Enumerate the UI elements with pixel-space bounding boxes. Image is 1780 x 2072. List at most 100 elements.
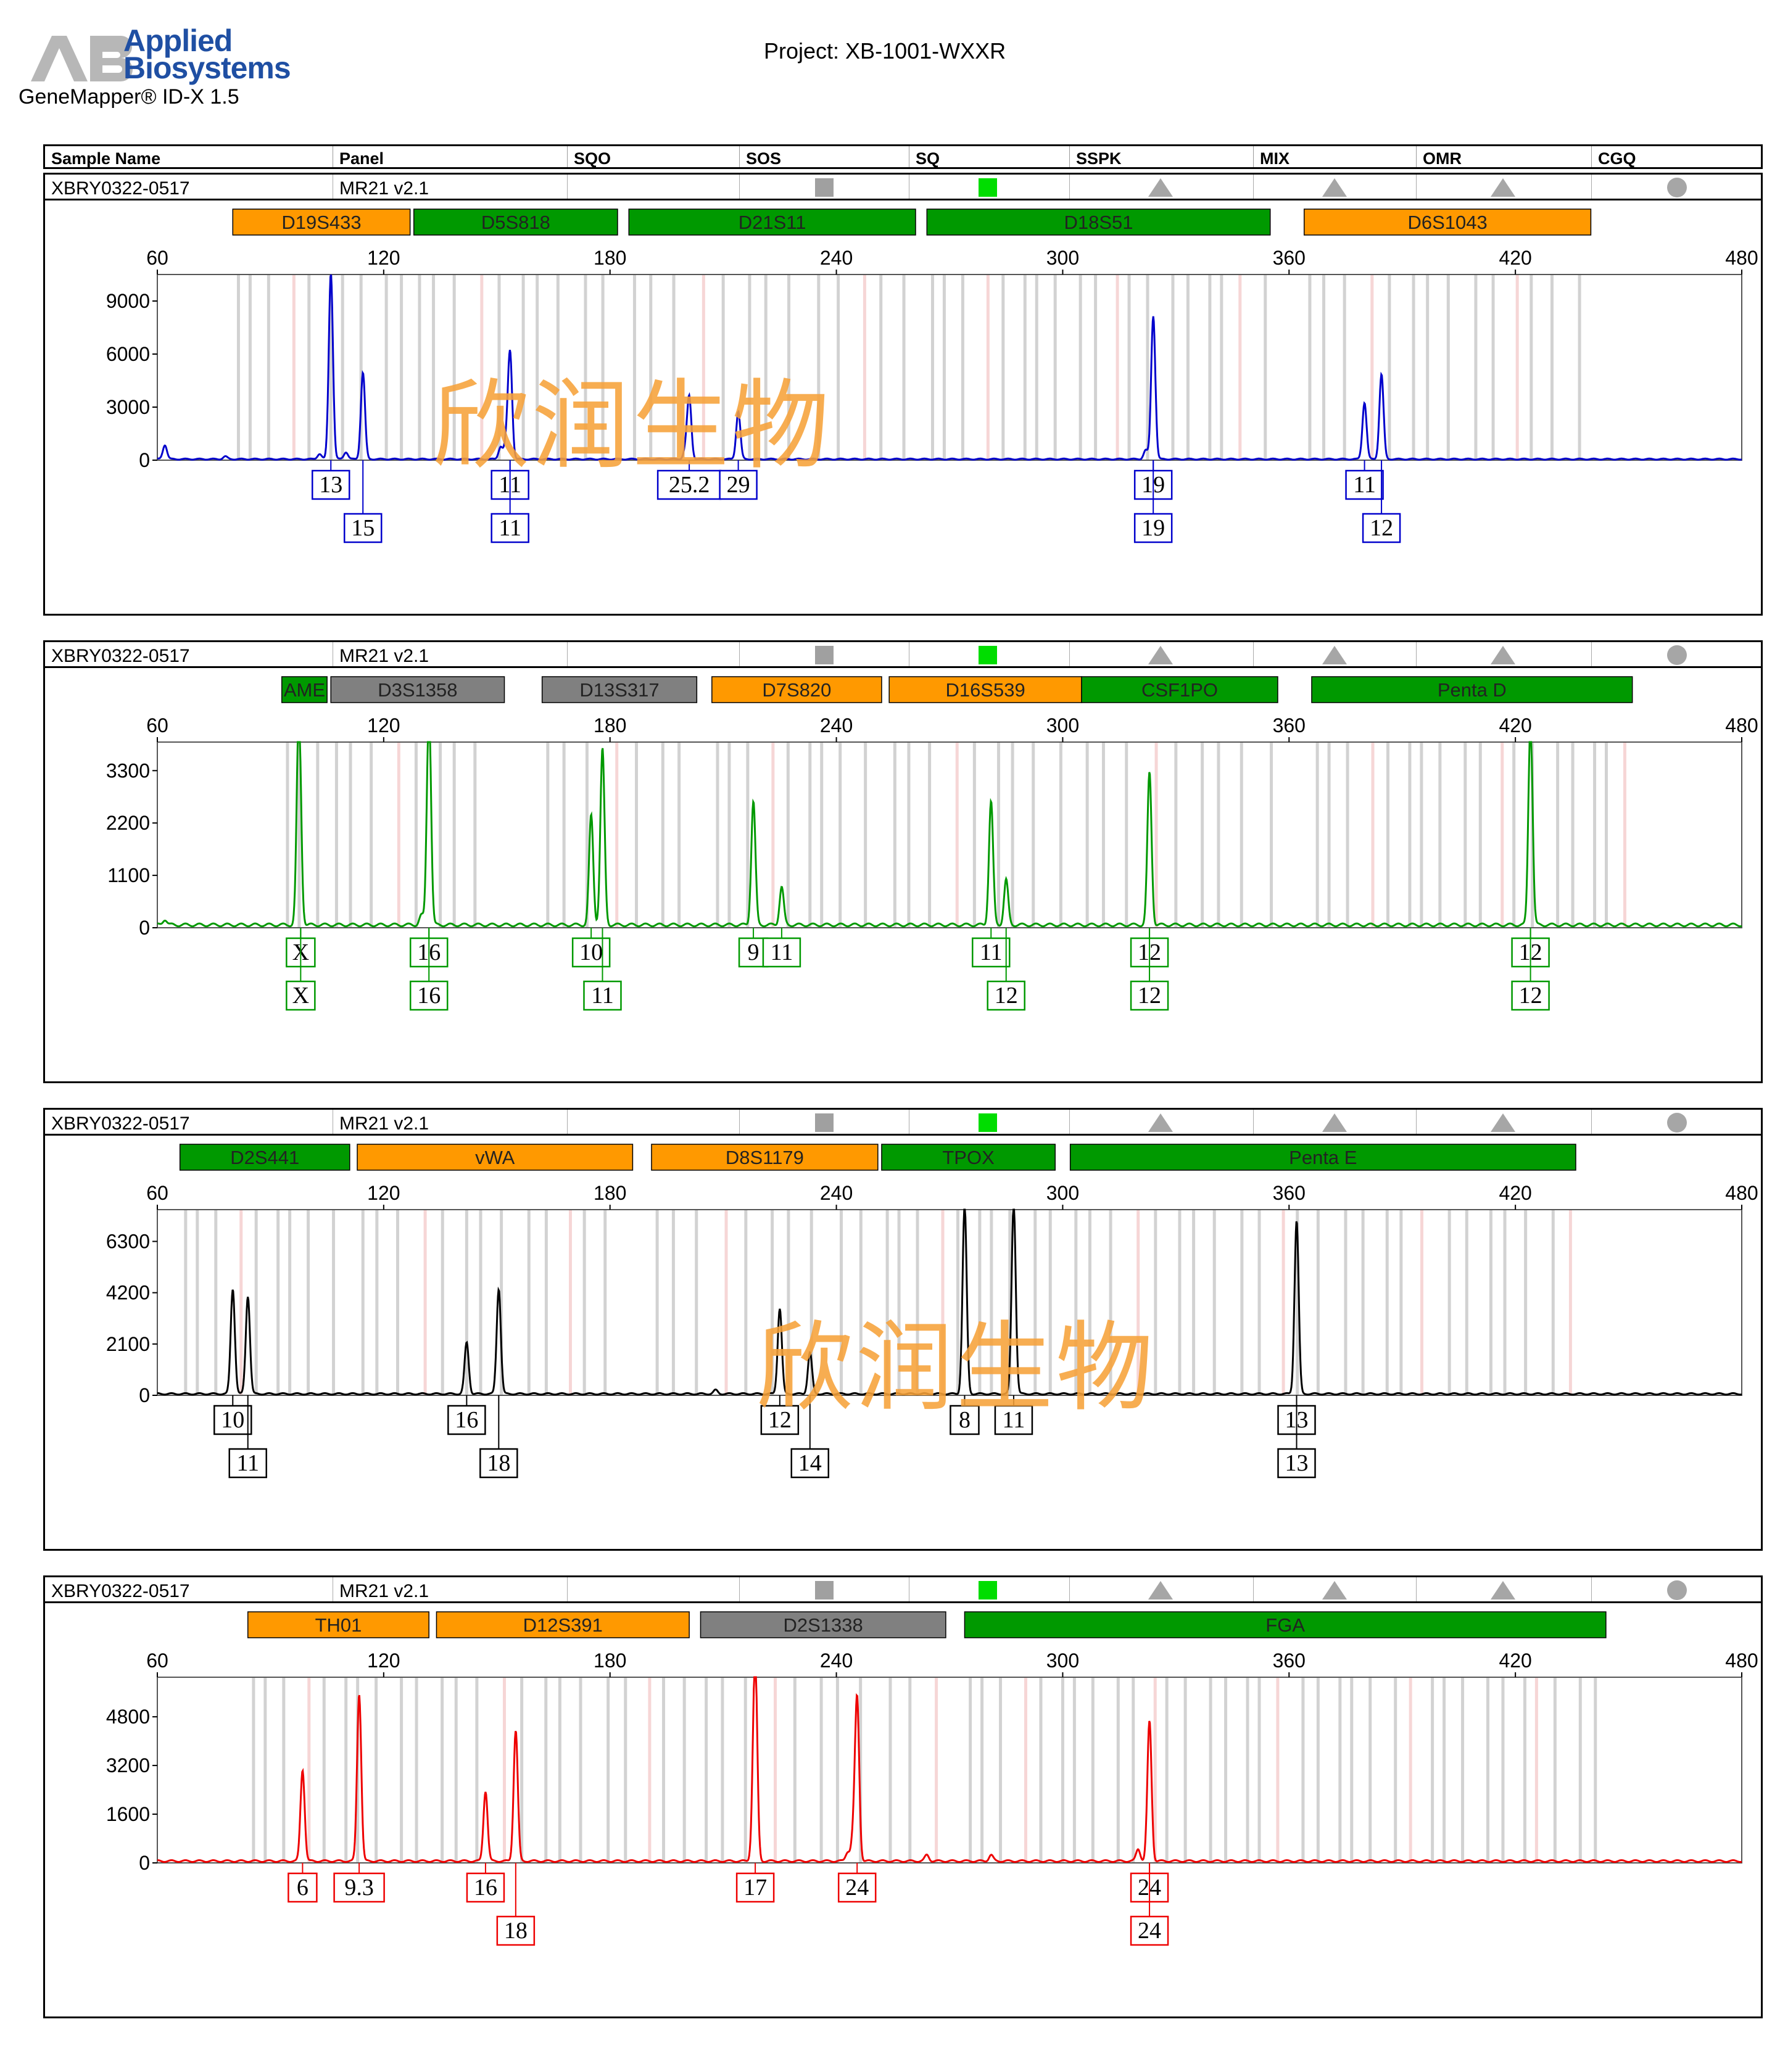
allele-label: 14: [798, 1450, 822, 1476]
omr-indicator: [1491, 178, 1515, 197]
x-tick-label: 480: [1725, 1649, 1758, 1672]
sos-cell: [739, 1110, 909, 1134]
x-tick-label: 240: [820, 1182, 853, 1204]
allele-label: 24: [845, 1875, 869, 1901]
marker-label: D5S818: [481, 212, 550, 233]
cgq-indicator: [1667, 1580, 1687, 1600]
plot-frame: [157, 274, 1742, 461]
allele-box: [409, 980, 449, 1011]
y-tick-label: 0: [139, 449, 150, 471]
marker-label: D13S317: [579, 679, 659, 701]
omr-cell: [1416, 642, 1591, 666]
mix-indicator: [1322, 646, 1347, 664]
allele-label: X: [292, 983, 309, 1009]
x-tick-label: 300: [1046, 714, 1079, 737]
allele-label: 11: [980, 939, 1003, 965]
allele-label: 18: [504, 1918, 528, 1944]
marker-label: D18S51: [1064, 212, 1133, 233]
y-tick-label: 4800: [106, 1706, 150, 1728]
x-tick-label: 180: [594, 247, 626, 269]
x-tick-label: 360: [1273, 714, 1306, 737]
allele-box: [762, 937, 801, 968]
marker-label: D2S1338: [784, 1614, 863, 1636]
marker-bar: [700, 1611, 946, 1638]
marker-label: Penta E: [1289, 1147, 1357, 1168]
marker-label: D3S1358: [378, 679, 457, 701]
allele-label: 13: [1285, 1450, 1309, 1476]
x-tick-label: 60: [146, 1649, 168, 1672]
allele-box: [466, 1872, 505, 1903]
marker-bar: [881, 1144, 1056, 1171]
marker-label: Penta D: [1438, 679, 1507, 701]
x-tick-label: 420: [1499, 1182, 1531, 1204]
y-tick-label: 1600: [106, 1803, 150, 1825]
electropherogram-black: D2S441 vWA D8S1179 TPOX Penta E60 120 180 240 30…: [106, 1113, 1758, 1479]
allele-box: [1511, 980, 1550, 1011]
x-tick-label: 180: [594, 1649, 626, 1672]
marker-bar: [330, 676, 505, 703]
electropherogram-panel-blue: XBRY0322-0517 MR21 v2.1 D19S433 D5S818 D21…: [43, 173, 1763, 616]
cgq-cell: [1591, 175, 1763, 199]
marker-label: TH01: [315, 1614, 362, 1636]
omr-cell: [1416, 1577, 1591, 1601]
marker-bar: [926, 208, 1271, 236]
y-tick-label: 0: [139, 917, 150, 939]
x-tick-label: 480: [1725, 1182, 1758, 1204]
marker-bar: [628, 208, 916, 236]
allele-box: [583, 980, 622, 1011]
allele-box: [1277, 1448, 1316, 1479]
plot-frame: [157, 1209, 1742, 1396]
header-table: Sample Name Panel SQO SOS SQ SSPK MIX OM…: [43, 144, 1763, 169]
marker-bar: [1311, 676, 1633, 703]
marker-label: FGA: [1265, 1614, 1305, 1636]
allele-box: [1362, 513, 1401, 543]
allele-label: 11: [771, 939, 793, 965]
bin-lines: [286, 742, 1626, 928]
marker-bar: [1069, 1144, 1576, 1171]
sq-cell: [909, 175, 1069, 199]
header-panel: Panel: [333, 146, 567, 168]
allele-box: [760, 1405, 800, 1435]
panel-name: MR21 v2.1: [333, 1577, 567, 1601]
signal-trace: [157, 274, 1742, 461]
marker-label: CSF1PO: [1141, 679, 1218, 701]
allele-label: 25.2: [669, 472, 710, 498]
marker-bar: [1303, 208, 1592, 236]
allele-label: 16: [455, 1407, 478, 1433]
allele-label: 16: [417, 983, 441, 1009]
x-tick-label: 120: [367, 1649, 400, 1672]
sspk-indicator: [1148, 1581, 1173, 1599]
allele-label: 12: [1138, 983, 1161, 1009]
allele-box: [491, 513, 529, 543]
header-omr: OMR: [1416, 146, 1591, 168]
allele-label: 18: [487, 1450, 510, 1476]
x-tick-label: 60: [146, 247, 168, 269]
applied-biosystems-logo: [31, 36, 133, 81]
sq-indicator: [979, 1581, 997, 1599]
sample-name: XBRY0322-0517: [51, 646, 190, 666]
marker-bar: [247, 1611, 429, 1638]
x-tick-label: 480: [1725, 714, 1758, 737]
allele-box: [656, 469, 722, 500]
sspk-indicator: [1148, 1113, 1173, 1132]
marker-bar: [541, 676, 698, 703]
x-tick-label: 60: [146, 1182, 168, 1204]
marker-label: AME: [284, 679, 325, 701]
allele-label: 16: [474, 1875, 497, 1901]
y-tick-label: 6000: [106, 343, 150, 365]
sos-indicator: [815, 178, 834, 197]
panel-name: MR21 v2.1: [333, 1110, 567, 1134]
sqo-cell: [567, 1577, 739, 1601]
allele-label: 12: [768, 1407, 792, 1433]
marker-label: D7S820: [762, 679, 831, 701]
marker-bar: [651, 1144, 879, 1171]
x-tick-label: 360: [1273, 247, 1306, 269]
mix-cell: [1253, 1110, 1416, 1134]
sspk-cell: [1069, 1110, 1253, 1134]
marker-bar: [179, 1144, 350, 1171]
allele-label: 11: [1353, 472, 1376, 498]
cgq-cell: [1591, 1577, 1763, 1601]
sos-cell: [739, 1577, 909, 1601]
sos-indicator: [815, 1581, 834, 1599]
cgq-indicator: [1667, 645, 1687, 665]
